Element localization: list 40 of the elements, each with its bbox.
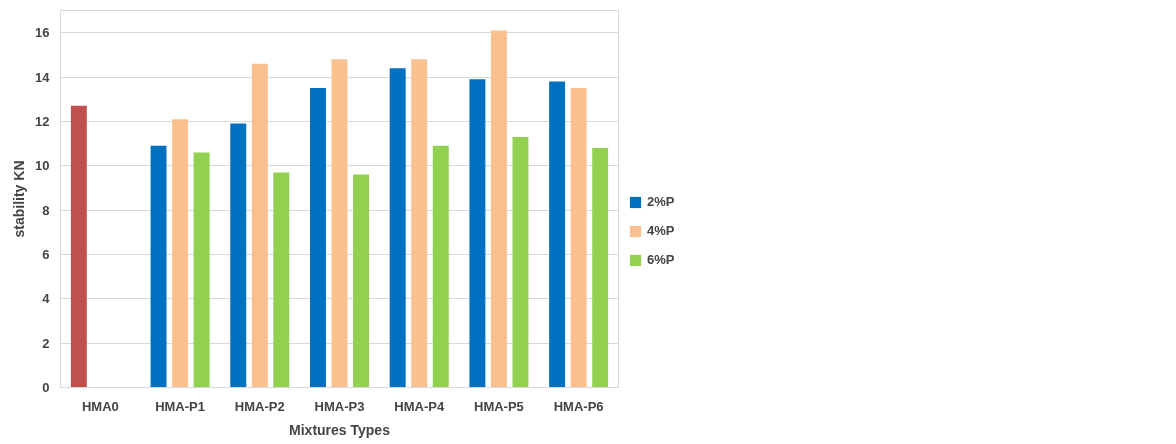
bar [411,59,428,388]
x-tick-label: HMA-P6 [553,398,604,414]
x-tick-label: HMA-P4 [394,398,445,414]
bar [570,88,587,388]
y-tick-label: 14 [35,69,51,85]
bar [273,172,290,388]
bar [512,136,529,388]
y-tick-label: 16 [35,25,50,41]
y-tick-label: 2 [42,335,50,351]
y-tick-label: 6 [42,246,50,262]
bar [193,152,210,388]
y-tick-label: 4 [42,291,51,307]
legend-label: 2%P [647,194,675,209]
x-tick-label: HMA0 [81,398,119,414]
bar [432,145,449,388]
x-axis-title: Mixtures Types [289,421,391,438]
bar [469,79,486,388]
bar [172,119,189,388]
bar [150,145,167,388]
y-tick-label: 8 [42,202,50,218]
legend-label: 4%P [647,223,675,238]
bar [549,81,566,388]
bar [230,123,247,388]
y-tick-label: 10 [35,158,50,174]
bar [490,30,507,388]
bar [70,105,87,388]
x-tick-label: HMA-P1 [155,398,205,414]
bar [310,88,326,388]
bar [592,147,609,388]
bar [389,68,406,388]
y-axis-title: stability KN [11,160,28,238]
y-tick-label: 0 [42,380,50,395]
bar [331,59,348,388]
x-tick-label: HMA-P2 [234,398,285,414]
x-tick-label: HMA-P5 [474,398,524,414]
x-tick-label: HMA-P3 [314,398,365,414]
y-tick-label: 12 [35,113,50,129]
legend-label: 6%P [647,252,675,267]
bar [251,63,268,388]
bar [353,174,369,388]
